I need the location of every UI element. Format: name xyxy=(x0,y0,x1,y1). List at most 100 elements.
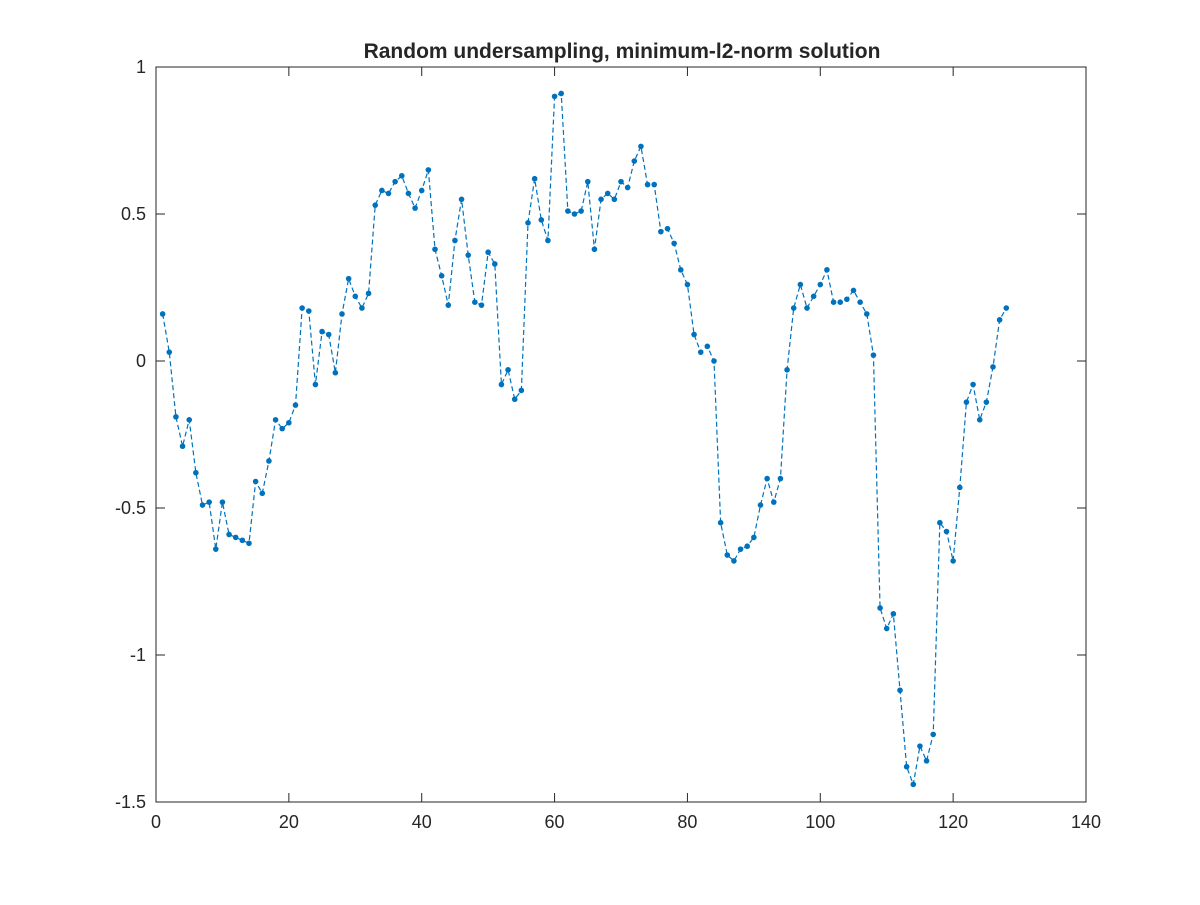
data-point xyxy=(558,90,565,97)
data-point xyxy=(950,558,956,564)
data-point xyxy=(279,425,286,432)
data-point xyxy=(359,305,365,311)
data-point xyxy=(697,349,704,355)
data-point xyxy=(757,502,764,508)
data-point xyxy=(890,611,897,617)
data-point xyxy=(193,469,199,476)
x-tick-label: 60 xyxy=(545,812,565,832)
data-point xyxy=(837,299,844,306)
data-point xyxy=(551,93,558,100)
axes-box xyxy=(155,66,1087,803)
data-point xyxy=(212,546,219,552)
data-point xyxy=(857,299,863,306)
data-point xyxy=(598,196,604,203)
data-point xyxy=(638,143,644,150)
data-point xyxy=(472,299,478,306)
x-tick-label: 0 xyxy=(151,812,161,832)
data-point xyxy=(379,187,385,194)
data-point xyxy=(817,281,824,288)
data-point xyxy=(937,519,943,526)
data-point xyxy=(658,228,664,235)
data-point xyxy=(897,687,903,694)
data-point xyxy=(425,167,432,173)
data-point xyxy=(963,399,970,405)
x-tick-label: 100 xyxy=(805,812,835,832)
data-point xyxy=(345,275,352,282)
data-point xyxy=(458,196,465,203)
data-point xyxy=(206,499,212,505)
data-point xyxy=(903,763,910,770)
data-point xyxy=(751,534,757,541)
y-tick-label: 0.5 xyxy=(121,204,146,224)
data-point xyxy=(724,552,731,558)
data-point xyxy=(252,478,259,485)
data-point xyxy=(777,475,784,482)
data-point xyxy=(830,299,837,306)
x-tick-label: 80 xyxy=(677,812,697,832)
data-point xyxy=(996,317,1003,323)
data-point xyxy=(584,178,591,185)
data-point xyxy=(292,402,299,408)
data-point xyxy=(1003,305,1010,311)
data-point xyxy=(418,187,425,194)
data-point xyxy=(352,293,359,300)
data-point xyxy=(784,367,790,373)
x-tick-label: 140 xyxy=(1071,812,1101,832)
data-point xyxy=(259,490,266,497)
data-point xyxy=(770,499,777,505)
data-point xyxy=(232,534,239,541)
data-point xyxy=(917,743,923,749)
data-point xyxy=(611,196,618,203)
series-layer xyxy=(159,90,1010,788)
data-point xyxy=(571,211,578,217)
data-point xyxy=(372,202,379,208)
data-point xyxy=(432,246,438,253)
data-point xyxy=(186,417,193,423)
data-point xyxy=(239,537,246,544)
data-point xyxy=(565,208,571,214)
data-point xyxy=(445,302,452,308)
data-point xyxy=(538,217,545,223)
data-point xyxy=(498,381,505,388)
data-point xyxy=(717,519,724,526)
data-point xyxy=(452,237,458,244)
data-point xyxy=(618,178,624,185)
data-point xyxy=(671,240,677,247)
data-point xyxy=(173,414,179,420)
y-tick-label: -0.5 xyxy=(115,498,146,518)
data-point xyxy=(405,190,412,197)
data-point xyxy=(844,296,850,303)
data-point xyxy=(531,175,538,182)
data-point xyxy=(339,311,345,317)
data-point xyxy=(325,331,332,338)
data-point xyxy=(319,328,325,335)
x-tick-label: 120 xyxy=(938,812,968,832)
data-point xyxy=(737,546,744,552)
data-point xyxy=(478,302,485,308)
data-point xyxy=(631,158,638,164)
data-point xyxy=(923,758,930,764)
data-point xyxy=(272,417,279,423)
data-point xyxy=(412,205,418,211)
data-point xyxy=(764,475,770,482)
data-point xyxy=(578,208,584,214)
data-point xyxy=(664,225,671,232)
data-point xyxy=(976,417,983,423)
data-point xyxy=(744,543,751,550)
data-point xyxy=(810,293,817,300)
data-point xyxy=(179,443,186,450)
data-point xyxy=(438,272,445,279)
data-point xyxy=(392,178,398,185)
data-point xyxy=(804,305,810,311)
y-tick-label: 1 xyxy=(136,57,146,77)
data-point xyxy=(491,261,498,267)
y-tick-label: -1.5 xyxy=(115,792,146,812)
data-point xyxy=(545,237,551,244)
data-point xyxy=(624,184,631,191)
data-point xyxy=(970,381,976,388)
y-tick-label: 0 xyxy=(136,351,146,371)
chart-title: Random undersampling, minimum-l2-norm so… xyxy=(364,40,881,63)
data-point xyxy=(511,396,518,403)
data-point xyxy=(312,381,319,388)
data-point xyxy=(246,540,252,547)
